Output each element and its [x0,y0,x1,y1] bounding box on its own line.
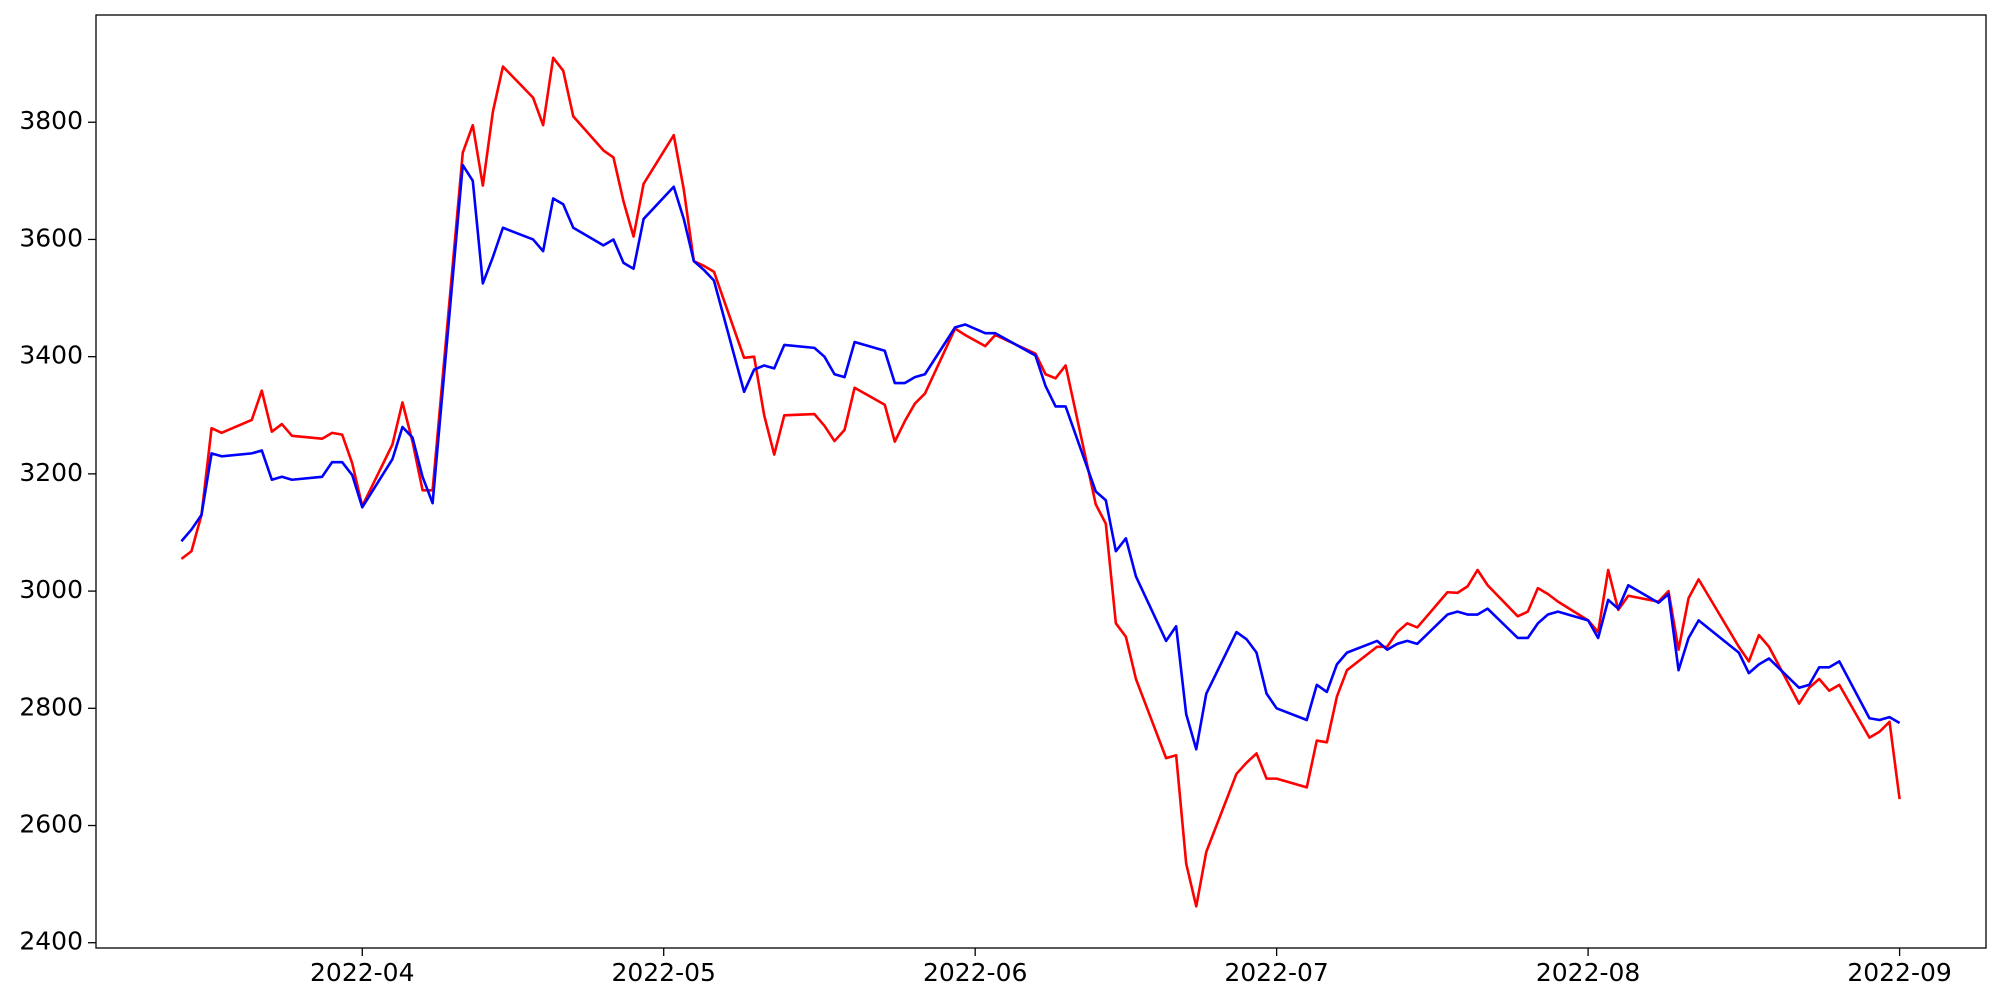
y-tick-label: 2800 [19,692,83,721]
x-tick-label: 2022-09 [1847,958,1951,987]
series-line [180,163,1901,751]
x-tick-label: 2022-08 [1536,958,1640,987]
plot-frame [95,14,1987,949]
x-tick-label: 2022-05 [611,958,715,987]
y-tick-label: 3200 [19,458,83,487]
y-tick-label: 3600 [19,223,83,252]
series-line [180,56,1901,908]
x-tick-label: 2022-06 [923,958,1027,987]
y-tick-label: 3800 [19,106,83,135]
x-tick-label: 2022-04 [310,958,414,987]
x-tick-label: 2022-07 [1224,958,1328,987]
y-tick-label: 2400 [19,927,83,956]
y-tick-label: 3400 [19,341,83,370]
y-tick-label: 3000 [19,575,83,604]
y-tick-label: 2600 [19,810,83,839]
